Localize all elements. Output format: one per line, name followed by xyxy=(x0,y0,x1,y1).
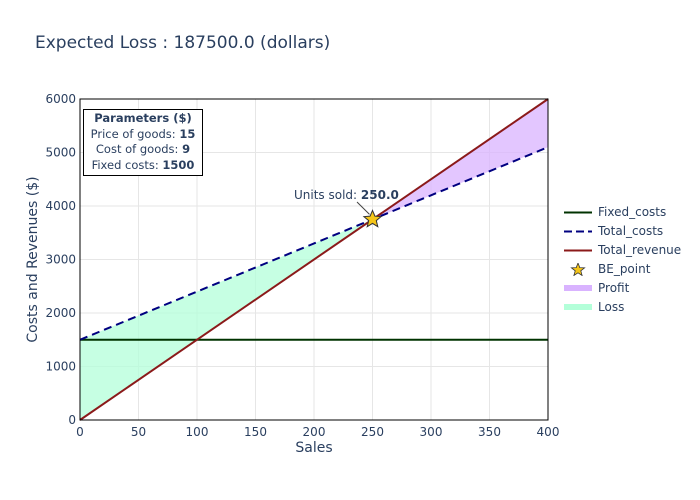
x-tick-label: 250 xyxy=(361,425,384,439)
profit-swatch-icon xyxy=(564,285,592,291)
x-tick-label: 150 xyxy=(244,425,267,439)
legend-item-fixed-costs[interactable]: Fixed_costs xyxy=(560,203,681,222)
y-axis-label: Costs and Revenues ($) xyxy=(25,176,41,342)
chart-title: Expected Loss : 187500.0 (dollars) xyxy=(35,33,331,53)
x-tick-label: 100 xyxy=(186,425,209,439)
parameters-heading: Parameters ($) xyxy=(94,111,192,125)
x-tick-label: 50 xyxy=(131,425,146,439)
legend-item-be-point[interactable]: BE_point xyxy=(560,260,681,279)
annotation-arrow xyxy=(356,201,370,215)
y-tick-label: 2000 xyxy=(45,306,76,320)
total-revenue-swatch-icon xyxy=(564,249,592,252)
total-costs-swatch-icon xyxy=(564,230,592,233)
x-tick-label: 200 xyxy=(303,425,326,439)
plot-frame xyxy=(79,98,549,421)
legend-item-total-costs[interactable]: Total_costs xyxy=(560,222,681,241)
y-tick-label: 0 xyxy=(68,413,76,427)
x-tick-label: 350 xyxy=(478,425,501,439)
units-sold-annotation: Units sold: 250.0 xyxy=(294,188,399,202)
legend-item-loss[interactable]: Loss xyxy=(560,298,681,317)
y-tick-label: 3000 xyxy=(45,253,76,267)
price-of-goods: Price of goods: 15 xyxy=(90,126,196,141)
fixed-costs-swatch-icon xyxy=(564,211,592,214)
y-tick-label: 6000 xyxy=(45,92,76,106)
parameters-box: Parameters ($) Price of goods: 15 Cost o… xyxy=(83,109,203,176)
y-tick-label: 1000 xyxy=(45,360,76,374)
series-total-revenue xyxy=(79,98,549,421)
legend-item-total-revenue[interactable]: Total_revenue xyxy=(560,241,681,260)
x-tick-label: 0 xyxy=(76,425,84,439)
loss-swatch-icon xyxy=(564,304,592,310)
x-axis-label: Sales xyxy=(295,440,332,456)
be-point-marker xyxy=(362,209,383,228)
x-tick-label: 400 xyxy=(537,425,560,439)
star-icon xyxy=(570,263,586,276)
series-total-costs xyxy=(79,146,549,341)
cost-of-goods: Cost of goods: 9 xyxy=(95,142,191,156)
fixed-costs: Fixed costs: 1500 xyxy=(91,157,195,172)
x-tick-label: 300 xyxy=(420,425,443,439)
y-tick-label: 5000 xyxy=(45,146,76,160)
legend-item-profit[interactable]: Profit xyxy=(560,279,681,298)
y-tick-label: 4000 xyxy=(45,199,76,213)
legend: Fixed_costs Total_costs Total_revenue BE… xyxy=(560,203,681,317)
